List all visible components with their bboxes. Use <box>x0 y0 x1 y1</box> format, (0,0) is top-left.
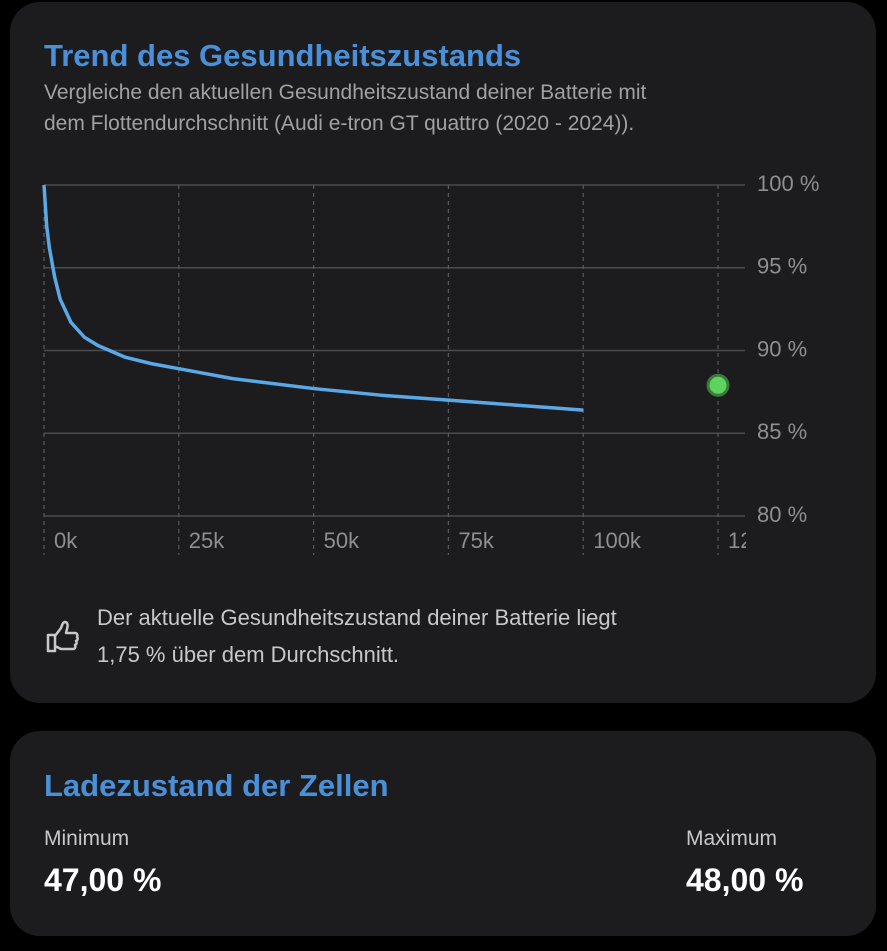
min-label: Minimum <box>44 827 130 850</box>
current-point <box>706 373 730 397</box>
min-value: 47,00 % <box>44 862 162 898</box>
subtitle: dem Flottendurchschnitt (Audi e-tron GT … <box>44 112 635 135</box>
x-tick-label: 25k <box>189 528 225 553</box>
health-card <box>10 2 876 703</box>
x-tick-label: 100k <box>593 528 642 553</box>
max-label: Maximum <box>686 827 778 850</box>
x-tick-label: 75k <box>458 528 494 553</box>
y-tick-label: 85 % <box>757 419 807 444</box>
chart: 80 % 85 % 90 % 95 % 100 % 0k 25k 50k 75k 100k 125k <box>42 171 819 555</box>
y-tick-label: 100 % <box>757 171 819 196</box>
health-line <box>42 184 584 412</box>
subtitle: Vergleiche den aktuellen Gesundheitszust… <box>44 81 647 104</box>
title: Trend des Gesundheitszustands <box>44 38 522 73</box>
y-tick-label: 95 % <box>757 254 807 279</box>
x-tick-label: 125k <box>728 528 777 553</box>
note: 1,75 % über dem Durchschnitt. <box>97 642 400 667</box>
x-tick-label: 0k <box>54 528 78 553</box>
x-tick-label: 50k <box>324 528 360 553</box>
cells-card <box>10 731 876 936</box>
x-axis: 0k 25k 50k 75k 100k 125k <box>43 185 777 555</box>
cells-title: Ladezustand der Zellen <box>44 768 389 803</box>
y-tick-label: 80 % <box>757 502 807 527</box>
max-value: 48,00 % <box>686 862 804 898</box>
y-tick-label: 90 % <box>757 336 807 361</box>
note: Der aktuelle Gesundheitszustand deiner B… <box>97 605 617 630</box>
thumbs-up-icon <box>46 620 79 653</box>
